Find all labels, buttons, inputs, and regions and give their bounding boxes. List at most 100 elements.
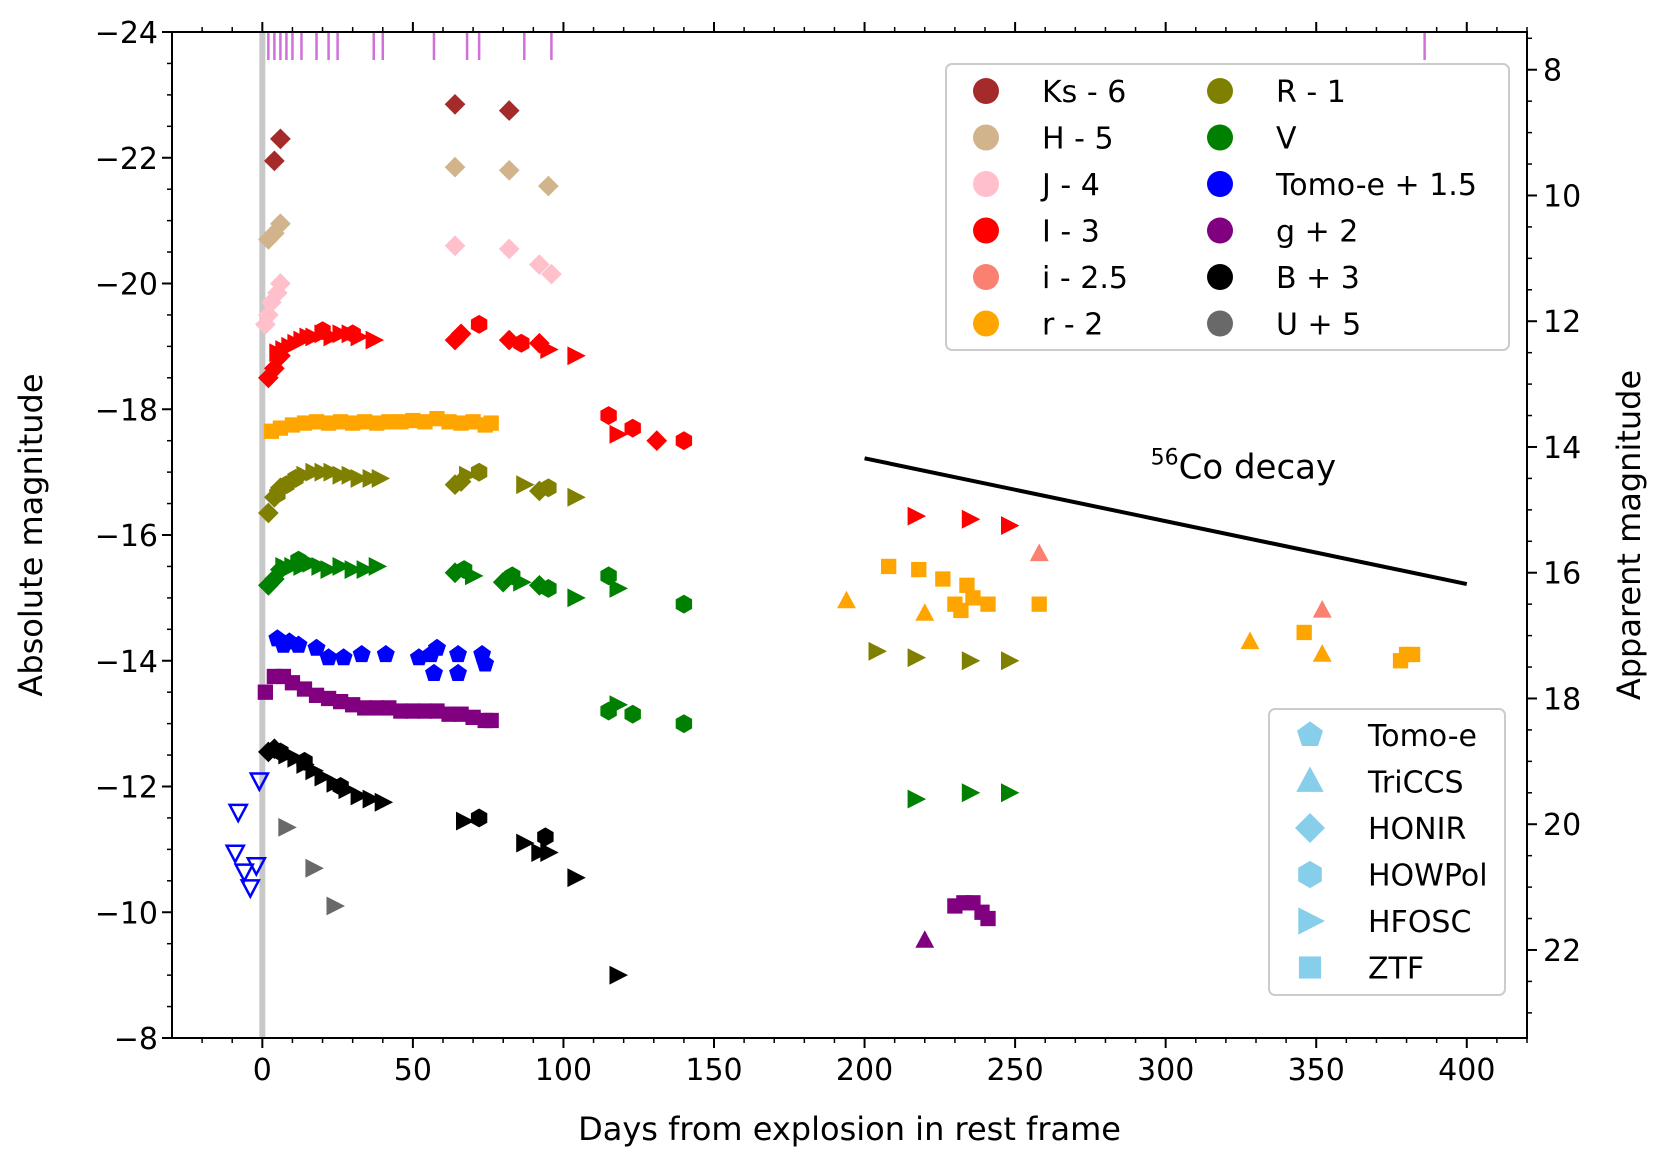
instrument-legend: Tomo-e TriCCS HONIR HOWPol HFOSC ZTF [1268, 708, 1506, 996]
band-legend-entry: U + 5 [1207, 308, 1361, 343]
x-tick-label: 100 [535, 1053, 592, 1088]
band-legend-entry: I - 3 [973, 215, 1100, 250]
series-ks-6 [264, 94, 520, 172]
data-point [345, 415, 361, 431]
data-point [470, 808, 488, 828]
data-point [513, 333, 530, 353]
data-point [453, 415, 469, 431]
instrument-legend-marker [1298, 860, 1322, 889]
data-point [319, 648, 338, 666]
data-point [270, 128, 291, 150]
data-point [284, 675, 301, 691]
data-point [308, 687, 325, 703]
data-point [624, 418, 641, 438]
data-point [314, 321, 331, 341]
series-r-1 [258, 462, 1020, 671]
data-point [600, 566, 617, 586]
data-point [567, 487, 586, 507]
data-point [305, 858, 324, 878]
data-point [332, 777, 349, 796]
band-legend-label: r - 2 [1042, 308, 1103, 343]
data-points [224, 94, 1421, 985]
x-tick-label: 0 [253, 1053, 272, 1088]
data-point [255, 314, 276, 335]
data-point [646, 430, 668, 451]
data-point [476, 654, 495, 672]
instrument-legend-label: ZTF [1368, 952, 1424, 987]
data-point [1031, 596, 1047, 612]
data-point [961, 651, 981, 671]
x-tick-label: 250 [986, 1053, 1043, 1088]
data-point [344, 324, 361, 344]
instrument-legend-box [1268, 708, 1506, 996]
right-y-tick-label: 18 [1543, 682, 1581, 717]
data-point [609, 695, 628, 715]
instrument-legend-entry: HONIR [1295, 812, 1466, 847]
data-point [1312, 644, 1332, 662]
right-y-tick-label: 20 [1543, 808, 1581, 843]
data-point [609, 965, 628, 985]
y-tick-label: −16 [95, 519, 158, 554]
band-legend-label: V [1276, 122, 1297, 157]
data-point [498, 160, 520, 181]
y-tick-label: −18 [95, 393, 158, 428]
data-point [449, 663, 467, 681]
data-point [444, 94, 466, 115]
data-point [429, 411, 445, 427]
instrument-legend-entry: TriCCS [1296, 766, 1464, 801]
data-point [1001, 516, 1020, 535]
band-legend-entry: Tomo-e + 1.5 [1207, 168, 1477, 203]
data-point [376, 645, 395, 663]
data-point [417, 703, 433, 719]
instrument-legend-marker [1298, 907, 1325, 935]
band-legend-marker [973, 124, 999, 151]
data-point [365, 330, 385, 350]
data-point [296, 681, 313, 697]
band-legend-label: U + 5 [1276, 308, 1361, 343]
data-point [541, 263, 562, 285]
series-j-4 [255, 235, 562, 335]
x-tick-label: 300 [1137, 1053, 1194, 1088]
data-point [296, 415, 313, 431]
data-point [350, 786, 369, 806]
x-tick-label: 400 [1438, 1053, 1495, 1088]
data-point [405, 703, 421, 719]
data-point [880, 558, 897, 575]
data-point [320, 415, 337, 431]
data-point [453, 706, 469, 722]
data-point [224, 844, 246, 865]
data-point [441, 706, 457, 722]
instrument-legend-label: TriCCS [1367, 766, 1464, 801]
data-point [371, 469, 391, 488]
data-point [567, 346, 586, 366]
series-b-3 [258, 738, 628, 985]
data-point [907, 506, 927, 526]
band-legend-entry: H - 5 [973, 122, 1114, 157]
right-y-axis-title: Apparent magnitude [1610, 370, 1648, 700]
data-point [915, 603, 935, 621]
data-point [980, 596, 996, 612]
y-tick-label: −22 [95, 142, 158, 177]
data-point [272, 420, 289, 436]
x-tick-label: 200 [836, 1053, 893, 1088]
band-legend-marker [973, 310, 999, 337]
data-point [264, 150, 285, 172]
data-point [537, 827, 554, 847]
data-point [332, 414, 349, 430]
data-point [428, 638, 446, 656]
band-legend: Ks - 6 H - 5 J - 4 I - 3 i - 2.5 r - 2 R - 1 VT… [945, 63, 1510, 351]
data-point [868, 641, 887, 661]
data-point [492, 571, 514, 593]
data-point [465, 566, 484, 586]
data-point [352, 645, 371, 663]
x-tick-label: 350 [1288, 1053, 1345, 1088]
right-y-tick-label: 14 [1543, 431, 1581, 466]
series-r-2 [263, 411, 1421, 669]
band-legend-box [945, 63, 1510, 351]
band-legend-label: i - 2.5 [1042, 261, 1128, 296]
band-legend-label: H - 5 [1042, 122, 1114, 157]
series-h-5 [258, 156, 559, 250]
band-legend-label: Ks - 6 [1042, 75, 1126, 110]
data-point [344, 560, 363, 579]
data-point [470, 462, 488, 482]
